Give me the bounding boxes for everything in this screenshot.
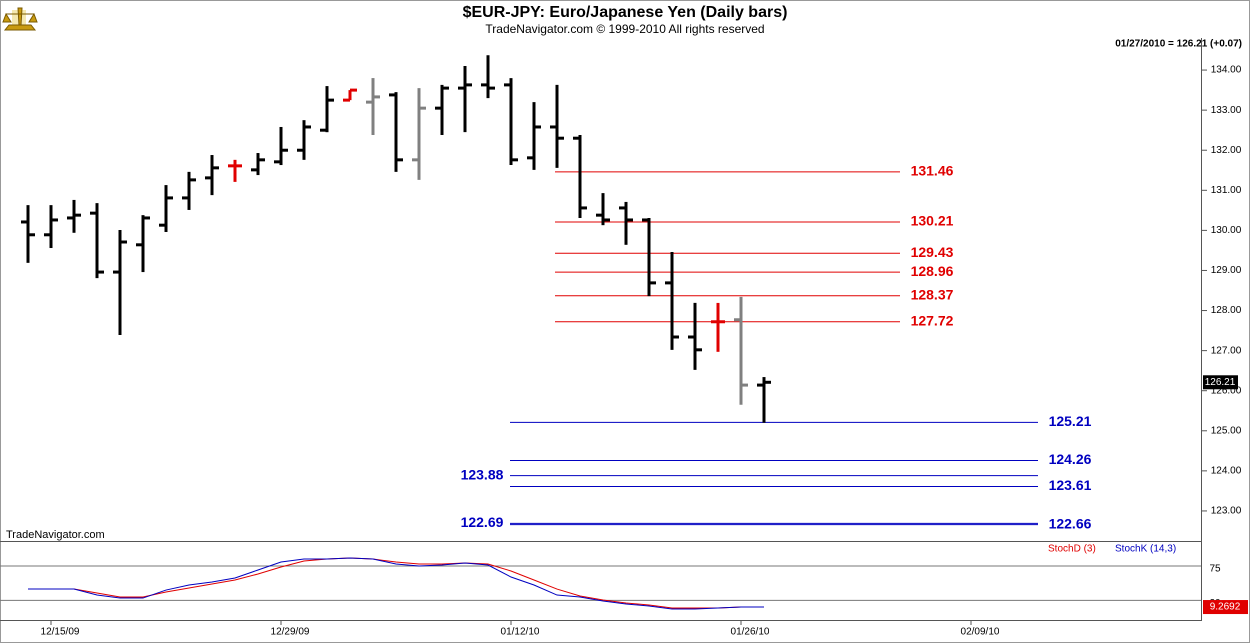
level-label: 124.26: [1049, 451, 1092, 467]
level-label: 123.88: [461, 466, 504, 482]
logo: [2, 7, 38, 31]
x-tick-label: 01/26/10: [731, 627, 770, 638]
level-label: 122.66: [1049, 515, 1092, 531]
x-tick-label: 12/15/09: [41, 627, 80, 638]
level-label: 128.37: [911, 286, 954, 302]
watermark: TradeNavigator.com: [6, 529, 105, 541]
y-tick-label: 123.00: [1211, 506, 1242, 517]
level-label: 128.96: [911, 263, 954, 279]
y-tick-label: 125.00: [1211, 425, 1242, 436]
status-text: 01/27/2010 = 126.21 (+0.07): [1115, 39, 1242, 50]
last-price-label: 126.21: [1205, 377, 1236, 388]
last-value-box: [1203, 600, 1248, 615]
y-tick-label: 134.00: [1211, 65, 1242, 76]
level-label: 129.43: [911, 244, 954, 260]
legend-label: StochD (3): [1048, 544, 1096, 555]
level-label: 123.61: [1049, 477, 1092, 493]
level-label: 122.69: [461, 514, 504, 530]
level-label: 125.21: [1049, 413, 1092, 429]
y-tick-label: 129.00: [1211, 265, 1242, 276]
x-tick-label: 01/12/10: [501, 627, 540, 638]
x-tick-label: 12/29/09: [271, 627, 310, 638]
level-label: 130.21: [911, 213, 954, 229]
chart-title: $EUR-JPY: Euro/Japanese Yen (Daily bars): [463, 4, 788, 21]
y-tick-label: 126.00: [1211, 385, 1242, 396]
y-tick-label: 131.00: [1211, 185, 1242, 196]
legend-label: StochK (14,3): [1115, 544, 1176, 555]
logo-scales: [2, 7, 38, 31]
y-tick-label: 127.00: [1211, 345, 1242, 356]
last-value-label: 9.2692: [1210, 602, 1241, 613]
level-label: 131.46: [911, 163, 954, 179]
y-tick-label: 133.00: [1211, 105, 1242, 116]
y-tick-label: 128.00: [1211, 305, 1242, 316]
y-tick-label: 130.00: [1211, 225, 1242, 236]
y-tick-label: 75: [1209, 564, 1221, 575]
stoch-line: [28, 557, 764, 610]
x-tick-label: 02/09/10: [961, 627, 1000, 638]
last-price-box: [1203, 375, 1238, 390]
chart-subtitle: TradeNavigator.com © 1999-2010 All right…: [485, 22, 764, 36]
y-tick-label: 132.00: [1211, 145, 1242, 156]
level-label: 127.72: [911, 312, 954, 328]
y-tick-label: 124.00: [1211, 466, 1242, 477]
